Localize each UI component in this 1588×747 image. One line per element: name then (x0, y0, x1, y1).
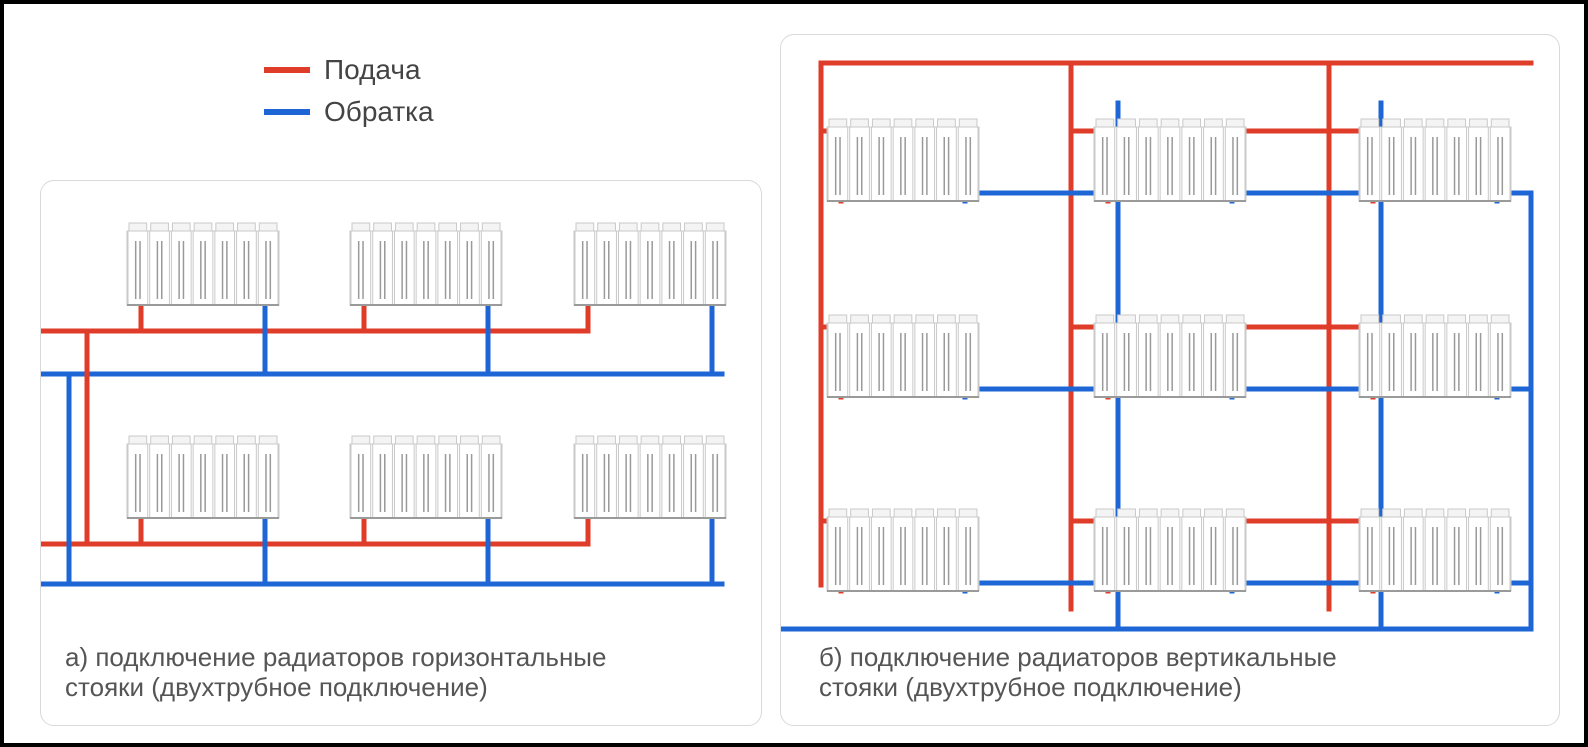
legend-return-label: Обратка (324, 96, 434, 128)
panel-b-svg (781, 35, 1561, 727)
legend-supply-line (264, 67, 310, 73)
panel-vertical: б) подключение радиаторов вертикальныест… (780, 34, 1560, 726)
panel-horizontal: а) подключение радиаторов горизонтальные… (40, 180, 762, 726)
panel-b-caption: б) подключение радиаторов вертикальныест… (819, 643, 1337, 703)
legend-return-line (264, 109, 310, 115)
panel-a-caption: а) подключение радиаторов горизонтальные… (65, 643, 606, 703)
legend-return: Обратка (264, 96, 434, 128)
legend: Подача Обратка (264, 54, 434, 138)
legend-supply-label: Подача (324, 54, 421, 86)
legend-supply: Подача (264, 54, 434, 86)
diagram-frame: Подача Обратка а) подключение радиаторов… (0, 0, 1588, 747)
